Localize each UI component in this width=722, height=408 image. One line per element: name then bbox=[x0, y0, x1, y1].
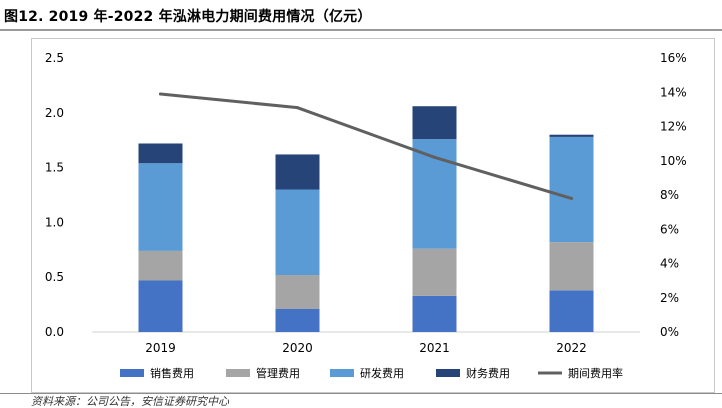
x-tick-label: 2021 bbox=[419, 341, 450, 355]
bar-2020-series-0 bbox=[275, 308, 320, 332]
y-tick-label: 1.5 bbox=[45, 161, 64, 175]
y2-tick-label: 6% bbox=[660, 222, 679, 236]
chart-title: 图12. 2019 年-2022 年泓淋电力期间费用情况（亿元） bbox=[4, 9, 372, 25]
y-tick-label: 0.0 bbox=[45, 325, 64, 339]
bar-2019-series-3 bbox=[138, 143, 183, 164]
title-divider bbox=[0, 29, 722, 31]
line-series-0 bbox=[159, 92, 573, 200]
bar-2020-series-3 bbox=[275, 154, 320, 190]
y-tick-label: 0.5 bbox=[45, 270, 64, 284]
bar-2019-series-1 bbox=[138, 250, 183, 281]
chart-frame bbox=[31, 38, 715, 393]
bar-2020-series-1 bbox=[275, 275, 320, 309]
source-note: 资料来源：公司公告，安信证券研究中心 bbox=[31, 395, 229, 408]
bar-2021-series-1 bbox=[412, 248, 457, 296]
y2-tick-label: 10% bbox=[660, 154, 687, 168]
bar-2022-series-1 bbox=[549, 242, 594, 291]
line-point-2019 bbox=[159, 92, 162, 96]
legend-label: 销售费用 bbox=[150, 366, 194, 380]
x-tick-label: 2020 bbox=[282, 341, 313, 355]
y2-tick-label: 12% bbox=[660, 120, 687, 134]
bar-2022-series-2 bbox=[549, 136, 594, 243]
line-point-2022 bbox=[570, 196, 573, 200]
legend-label: 管理费用 bbox=[256, 366, 300, 380]
line-point-2021 bbox=[433, 155, 436, 159]
bar-2021-series-3 bbox=[412, 106, 457, 140]
bar-2019-series-2 bbox=[138, 163, 183, 251]
bar-2019-series-0 bbox=[138, 280, 183, 332]
legend-swatch bbox=[330, 369, 354, 377]
y-tick-label: 2.0 bbox=[45, 106, 64, 120]
y2-tick-label: 14% bbox=[660, 85, 687, 99]
legend-swatch bbox=[226, 369, 250, 377]
legend-swatch bbox=[120, 369, 144, 377]
line-point-2020 bbox=[296, 106, 299, 110]
x-tick-label: 2022 bbox=[556, 341, 587, 355]
x-tick-label: 2019 bbox=[145, 341, 176, 355]
bar-2021-series-0 bbox=[412, 295, 457, 332]
bar-2022-series-3 bbox=[549, 134, 594, 137]
legend-label: 研发费用 bbox=[360, 366, 404, 380]
legend-label: 期间费用率 bbox=[568, 366, 623, 380]
legend-label: 财务费用 bbox=[466, 366, 510, 380]
bar-2021-series-2 bbox=[412, 139, 457, 249]
y2-tick-label: 16% bbox=[660, 51, 687, 65]
y-tick-label: 1.0 bbox=[45, 215, 64, 229]
legend-swatch bbox=[436, 369, 460, 377]
y-tick-label: 2.5 bbox=[45, 51, 64, 65]
y2-tick-label: 0% bbox=[660, 325, 679, 339]
footer-divider bbox=[0, 393, 722, 394]
bar-2022-series-0 bbox=[549, 290, 594, 332]
bar-2020-series-2 bbox=[275, 189, 320, 276]
y2-tick-label: 8% bbox=[660, 188, 679, 202]
y2-tick-label: 2% bbox=[660, 291, 679, 305]
y2-tick-label: 4% bbox=[660, 257, 679, 271]
